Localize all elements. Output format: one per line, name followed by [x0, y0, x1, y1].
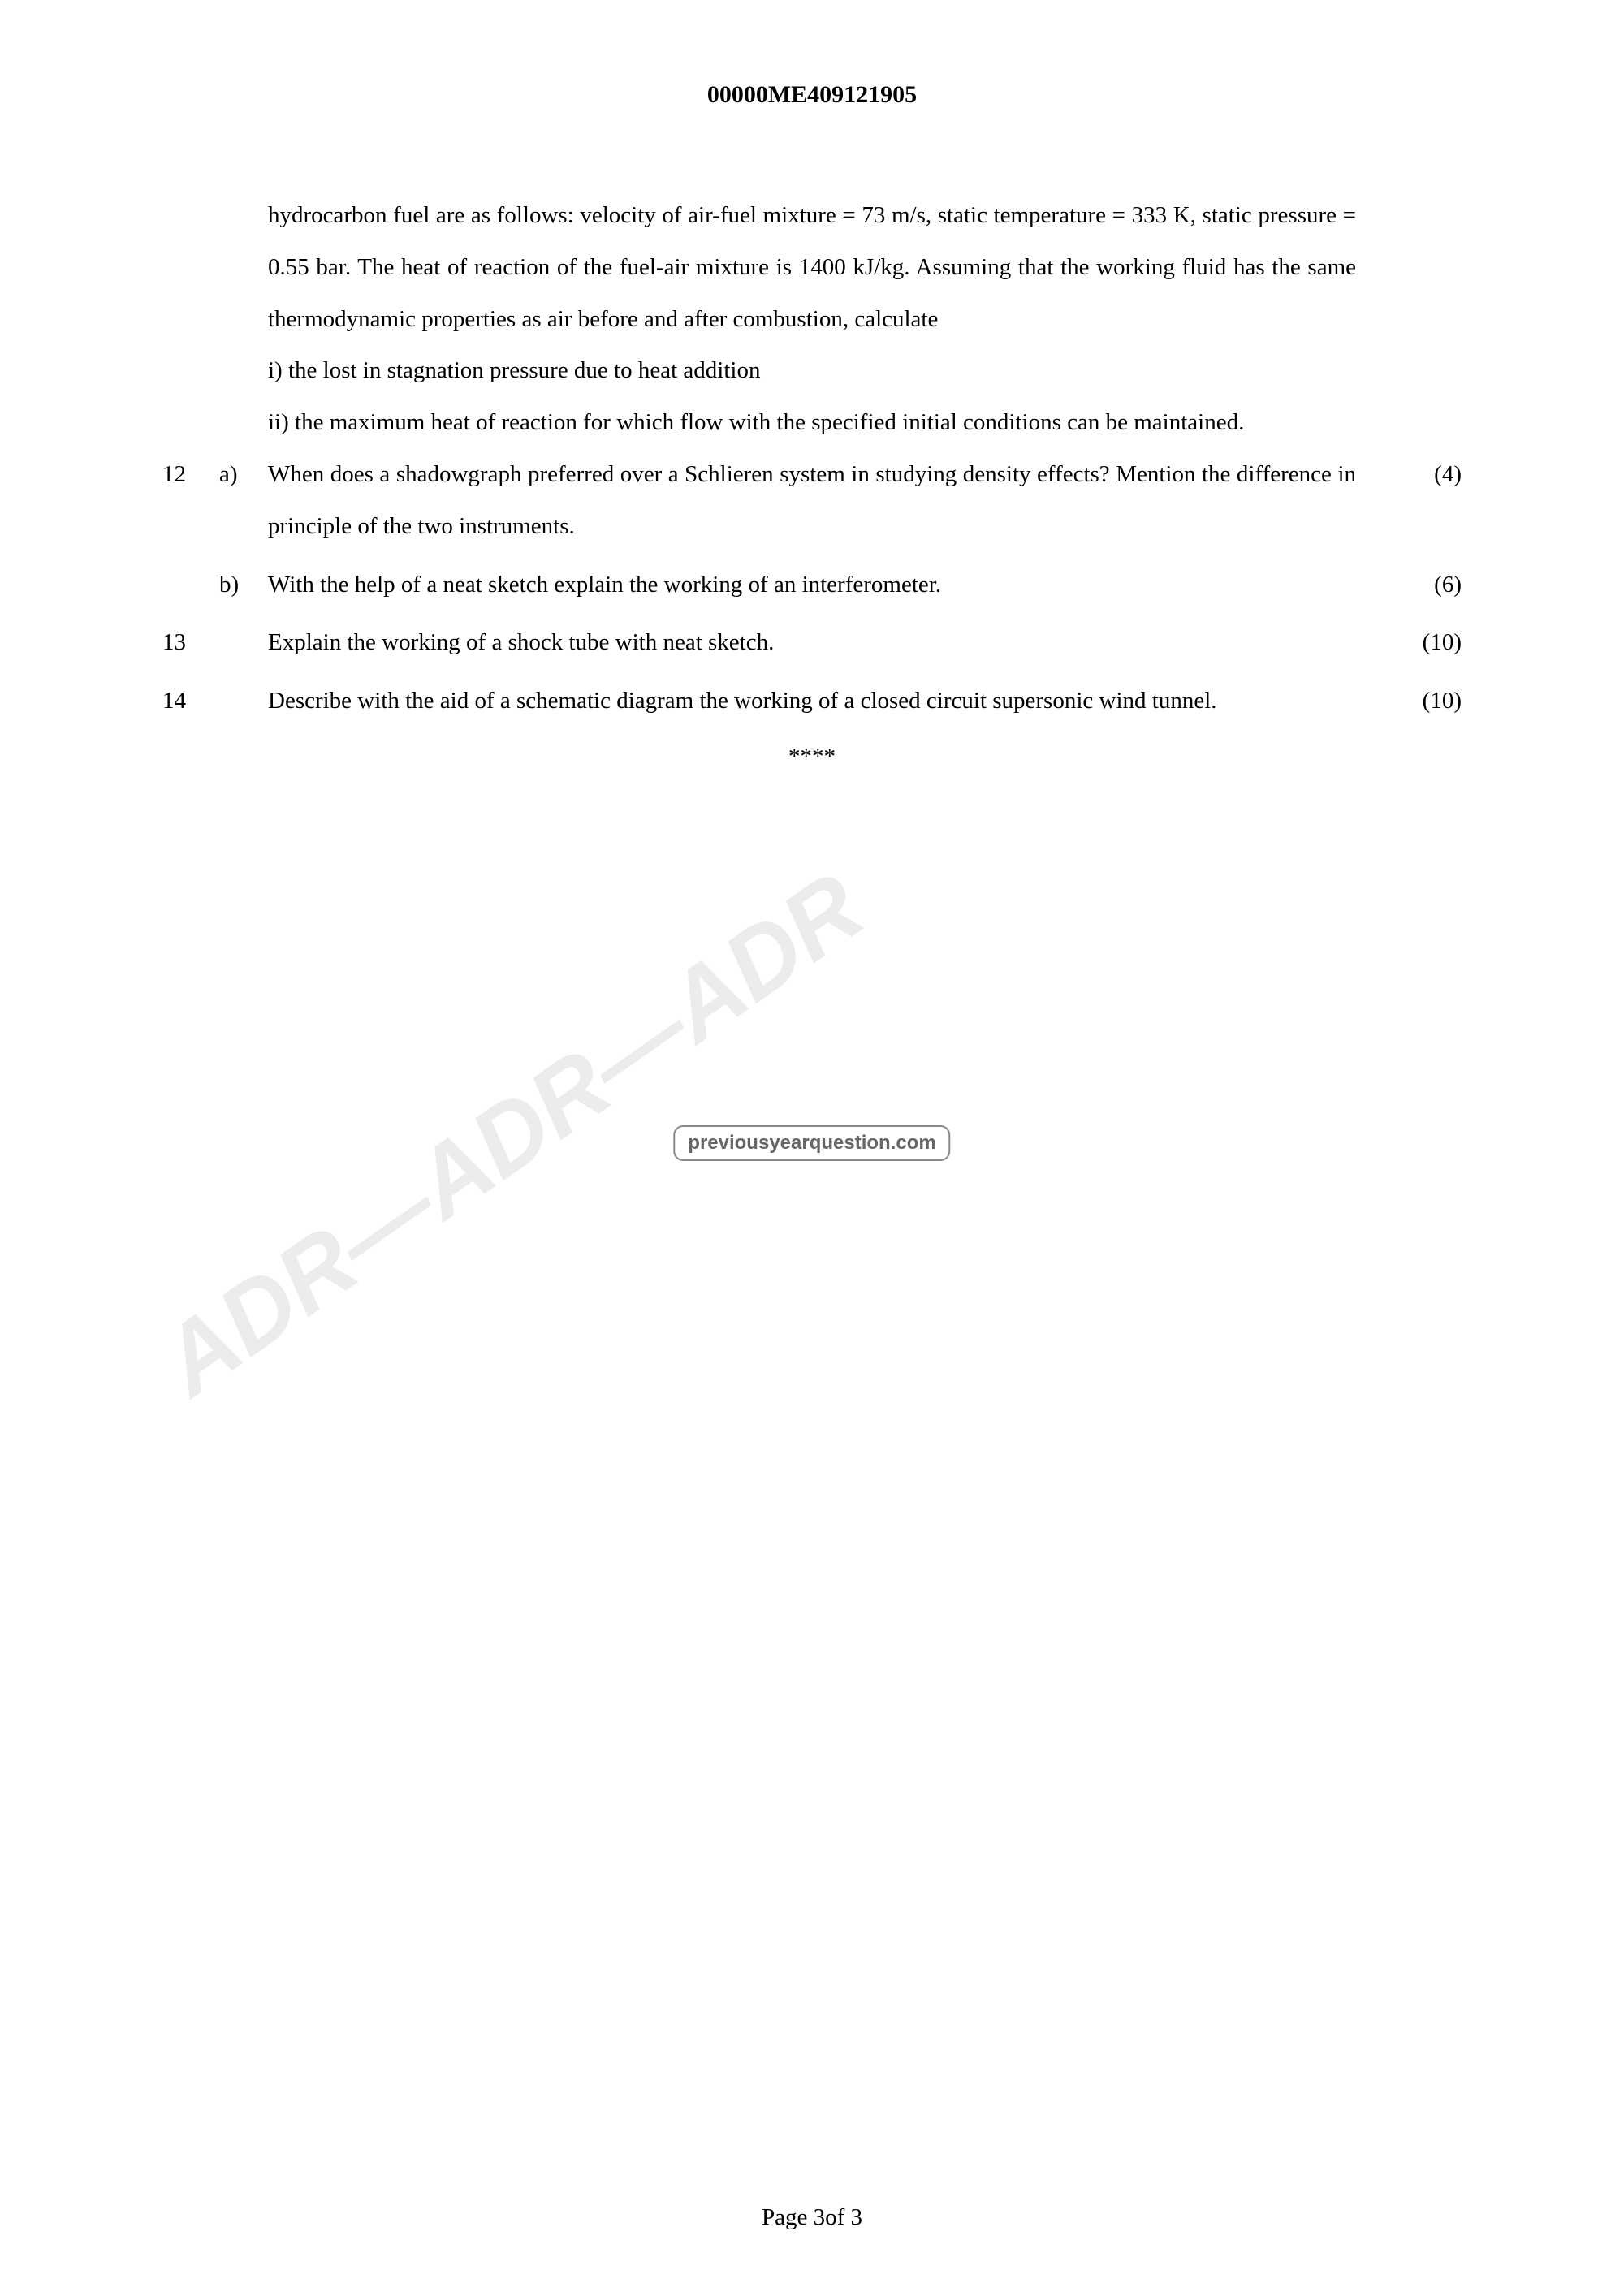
question-13: 13 Explain the working of a shock tube w… — [162, 617, 1462, 669]
question-number: 14 — [162, 675, 219, 727]
watermark-container: ADR—ADR—ADR — [162, 688, 1462, 1836]
end-marker: **** — [162, 744, 1462, 770]
page-footer: Page 3of 3 — [0, 2204, 1624, 2231]
question-marks: (10) — [1380, 675, 1462, 727]
question-marks: (6) — [1380, 559, 1462, 611]
watermark-badge: previousyearquestion.com — [673, 1125, 950, 1161]
question-marks: (10) — [1380, 617, 1462, 669]
question-text: With the help of a neat sketch explain t… — [268, 559, 1380, 611]
question-text: Explain the working of a shock tube with… — [268, 617, 1380, 669]
question-sub-label: a) — [219, 449, 268, 501]
sub-ii-text: ii) the maximum heat of reaction for whi… — [268, 397, 1380, 449]
document-code: 00000ME409121905 — [707, 81, 917, 108]
sub-i-text: i) the lost in stagnation pressure due t… — [268, 345, 1380, 397]
question-12b: b) With the help of a neat sketch explai… — [162, 559, 1462, 611]
question-sub-ii: ii) the maximum heat of reaction for whi… — [162, 397, 1462, 449]
continuation-main-text: hydrocarbon fuel are as follows: velocit… — [268, 190, 1380, 345]
content-area: hydrocarbon fuel are as follows: velocit… — [162, 190, 1462, 770]
question-sub-i: i) the lost in stagnation pressure due t… — [162, 345, 1462, 397]
page-number: Page 3of 3 — [762, 2204, 862, 2230]
question-12a: 12 a) When does a shadowgraph preferred … — [162, 449, 1462, 553]
question-number: 13 — [162, 617, 219, 669]
question-text: Describe with the aid of a schematic dia… — [268, 675, 1380, 727]
question-sub-label: b) — [219, 559, 268, 611]
question-text: When does a shadowgraph preferred over a… — [268, 449, 1380, 553]
document-header: 00000ME409121905 — [162, 81, 1462, 109]
question-14: 14 Describe with the aid of a schematic … — [162, 675, 1462, 727]
page-container: 00000ME409121905 ADR—ADR—ADR hydrocarbon… — [0, 0, 1624, 2296]
question-marks: (4) — [1380, 449, 1462, 501]
question-continuation: hydrocarbon fuel are as follows: velocit… — [162, 190, 1462, 345]
question-number: 12 — [162, 449, 219, 501]
